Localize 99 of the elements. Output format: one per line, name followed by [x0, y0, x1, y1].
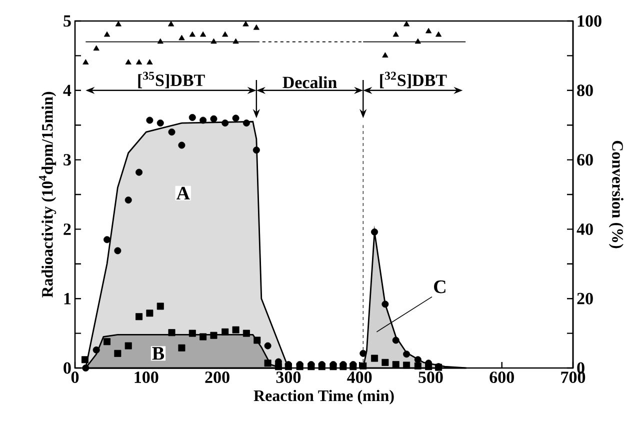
- point: [254, 336, 261, 344]
- point: [136, 168, 143, 176]
- y2-tick-label: 20: [577, 292, 593, 304]
- y-tick-label: 5: [64, 15, 71, 27]
- point: [200, 333, 207, 340]
- point: [403, 20, 410, 26]
- annotation: [$^{35}$S]DBT: [138, 72, 205, 88]
- point: [104, 338, 111, 346]
- y2-tick-label: 0: [577, 362, 584, 374]
- y2-tick-label: 40: [576, 223, 593, 235]
- point: [82, 364, 90, 372]
- point: [222, 31, 228, 37]
- x-tick-label: 600: [490, 372, 514, 384]
- point: [426, 28, 432, 34]
- point: [414, 38, 421, 44]
- point: [360, 362, 367, 370]
- point: [81, 356, 88, 364]
- point: [392, 336, 400, 344]
- point: [124, 196, 132, 204]
- point: [392, 31, 399, 37]
- point: [200, 31, 206, 37]
- point: [425, 363, 432, 370]
- point: [382, 358, 389, 366]
- point: [168, 20, 174, 26]
- point: [392, 361, 400, 368]
- y2-tick-label: 100: [578, 15, 602, 27]
- point: [168, 329, 176, 336]
- point: [114, 350, 122, 357]
- x-tick-label: 100: [134, 372, 158, 384]
- point: [382, 300, 389, 308]
- point: [146, 116, 154, 124]
- x-tick-label: 400: [347, 372, 372, 384]
- point: [253, 24, 260, 30]
- annotation: [$^{32}$S]DBT: [380, 72, 447, 88]
- y-axis-title: Radioactivity (10$^{4}$dpm/15min): [39, 92, 56, 298]
- point: [382, 52, 388, 58]
- point: [264, 360, 272, 367]
- point: [371, 228, 378, 236]
- point: [210, 38, 217, 44]
- point: [403, 362, 410, 369]
- y2-tick-label: 80: [577, 84, 593, 96]
- point: [156, 302, 164, 310]
- point: [403, 350, 410, 358]
- x-tick-label: 0: [71, 372, 79, 384]
- point: [274, 363, 282, 370]
- point: [210, 332, 218, 339]
- point: [125, 59, 132, 64]
- point: [435, 31, 442, 37]
- y-tick-label: 0: [64, 362, 71, 374]
- annotation: Decalin: [282, 76, 337, 88]
- x-tick-label: 200: [205, 372, 230, 384]
- point: [124, 342, 132, 350]
- point: [146, 310, 154, 317]
- point: [82, 59, 89, 64]
- point: [114, 247, 122, 254]
- point: [232, 114, 240, 122]
- annotation: C: [434, 280, 446, 294]
- y-tick-label: 4: [63, 84, 72, 96]
- y-tick-label: 3: [64, 154, 71, 166]
- annotation: A: [176, 186, 190, 200]
- annotation: B: [152, 347, 164, 360]
- point: [93, 45, 100, 51]
- point: [157, 38, 164, 44]
- point: [92, 346, 100, 354]
- point: [189, 31, 196, 37]
- point: [242, 120, 250, 127]
- point: [232, 326, 240, 334]
- point: [168, 128, 176, 136]
- x-tick-label: 500: [418, 372, 443, 384]
- point: [178, 34, 185, 40]
- y2-axis-title: Conversion (%): [608, 140, 624, 248]
- y2-tick-label: 60: [577, 154, 593, 166]
- point: [188, 330, 196, 337]
- point: [414, 362, 422, 370]
- y-tick-label: 1: [64, 292, 71, 304]
- y-tick-label: 2: [64, 224, 71, 235]
- point: [136, 59, 142, 64]
- point: [178, 344, 186, 352]
- point: [222, 120, 229, 127]
- point: [156, 120, 164, 127]
- point: [222, 328, 229, 336]
- point: [252, 146, 260, 154]
- point: [200, 116, 207, 124]
- point: [146, 59, 153, 64]
- x-tick-label: 300: [276, 372, 301, 384]
- point: [104, 236, 111, 244]
- point: [242, 330, 250, 337]
- point: [210, 115, 218, 122]
- point: [264, 342, 272, 350]
- point: [232, 38, 239, 44]
- point: [188, 114, 196, 121]
- point: [136, 313, 143, 320]
- point: [360, 350, 367, 357]
- point: [371, 354, 378, 362]
- point: [104, 31, 110, 37]
- point: [178, 142, 186, 149]
- point: [414, 356, 422, 364]
- x-axis-title: Reaction Time (min): [254, 390, 394, 404]
- x-tick-label: 700: [561, 372, 586, 384]
